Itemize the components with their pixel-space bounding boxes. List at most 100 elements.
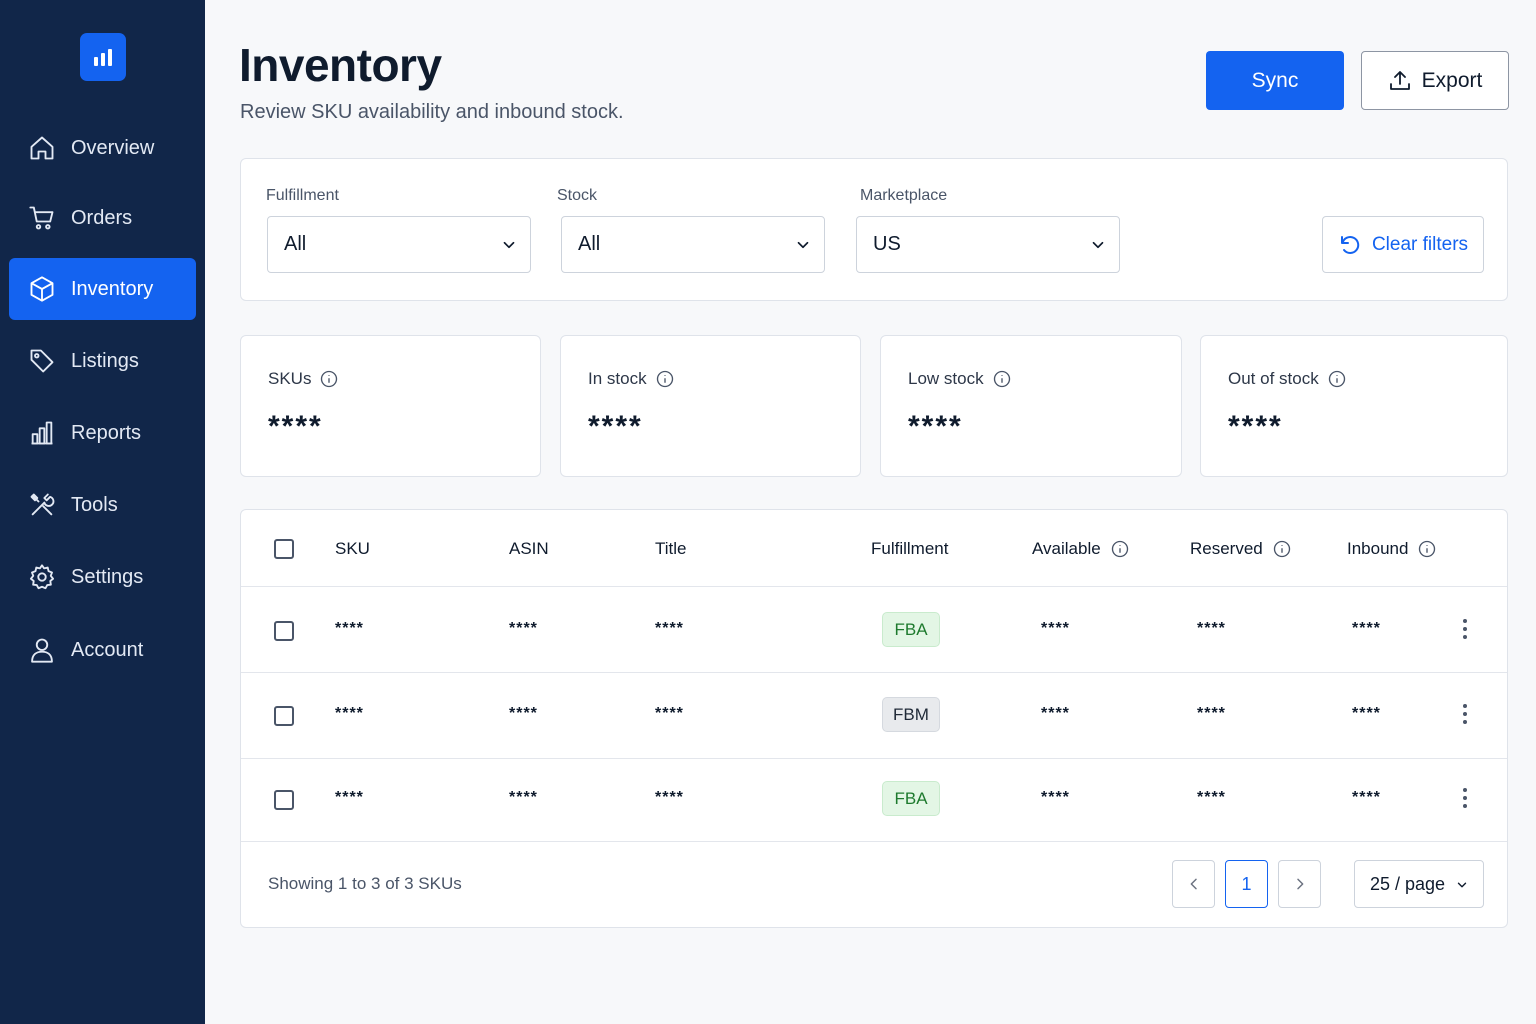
stat-value: **** — [588, 410, 643, 443]
cell-available: **** — [1041, 705, 1070, 722]
sidebar-item-label: Settings — [71, 565, 144, 588]
export-button[interactable]: Export — [1361, 51, 1509, 110]
chevron-down-icon — [503, 241, 515, 249]
stat-card-in-stock: In stock **** — [560, 335, 861, 477]
info-icon[interactable] — [656, 370, 674, 388]
stock-filter-label: Stock — [557, 187, 598, 204]
reset-icon — [1340, 235, 1360, 254]
chevron-down-icon — [1092, 241, 1104, 249]
column-header-sku[interactable]: SKU — [335, 539, 370, 559]
prev-page-button[interactable] — [1172, 860, 1215, 908]
cell-title: **** — [655, 620, 684, 637]
divider — [241, 758, 1507, 759]
sidebar-item-orders[interactable]: Orders — [9, 187, 196, 249]
cart-icon — [29, 206, 54, 230]
page-subtitle: Review SKU availability and inbound stoc… — [240, 101, 624, 123]
column-header-label: Title — [655, 539, 687, 558]
info-icon[interactable] — [993, 370, 1011, 388]
fulfillment-select[interactable]: All — [267, 216, 531, 273]
fulfillment-badge: FBM — [882, 697, 940, 732]
clear-filters-label: Clear filters — [1371, 233, 1469, 255]
stock-select[interactable]: All — [561, 216, 825, 273]
column-header-available[interactable]: Available — [1032, 539, 1129, 559]
next-page-button[interactable] — [1278, 860, 1321, 908]
marketplace-select[interactable]: US — [856, 216, 1120, 273]
info-icon[interactable] — [320, 370, 338, 388]
user-icon — [31, 638, 53, 663]
chevron-right-icon — [1296, 878, 1303, 890]
home-icon — [30, 136, 54, 160]
cell-title: **** — [655, 705, 684, 722]
row-actions-icon[interactable] — [1453, 614, 1477, 644]
divider — [241, 672, 1507, 673]
cell-reserved: **** — [1197, 789, 1226, 806]
sidebar-item-tools[interactable]: Tools — [9, 474, 196, 536]
inventory-table: SKU ASIN Title Fulfillment Available Res… — [240, 509, 1508, 928]
column-header-label: Fulfillment — [871, 539, 949, 558]
stat-card-skus: SKUs **** — [240, 335, 541, 477]
stat-label: Low stock — [908, 369, 1011, 389]
clear-filters-button[interactable]: Clear filters — [1322, 216, 1484, 273]
stat-value: **** — [908, 410, 963, 443]
export-button-label: Export — [1421, 68, 1483, 92]
page-button-current[interactable]: 1 — [1225, 860, 1268, 908]
cell-inbound: **** — [1352, 789, 1381, 806]
chevron-down-icon — [797, 241, 809, 249]
stat-label: Out of stock — [1228, 369, 1346, 389]
column-header-inbound[interactable]: Inbound — [1347, 539, 1436, 559]
column-header-label: ASIN — [509, 539, 549, 558]
cell-available: **** — [1041, 620, 1070, 637]
stat-label: SKUs — [268, 369, 338, 389]
app-logo[interactable] — [80, 33, 126, 81]
sidebar-item-label: Tools — [71, 493, 118, 516]
sidebar-item-overview[interactable]: Overview — [9, 117, 196, 179]
select-all-checkbox[interactable] — [274, 539, 294, 559]
sidebar-item-label: Overview — [71, 136, 155, 159]
sidebar-item-inventory[interactable]: Inventory — [9, 258, 196, 320]
stat-label-text: SKUs — [268, 369, 312, 388]
bar-chart-icon — [31, 421, 53, 445]
column-header-fulfillment[interactable]: Fulfillment — [871, 539, 948, 559]
sidebar: Overview Orders Inventory Listings Repor… — [0, 0, 205, 1024]
filter-panel: Fulfillment All Stock All Marketplace US… — [240, 158, 1508, 301]
column-header-label: Reserved — [1190, 539, 1263, 558]
cell-inbound: **** — [1352, 705, 1381, 722]
sidebar-item-settings[interactable]: Settings — [9, 546, 196, 608]
row-checkbox[interactable] — [274, 621, 294, 641]
column-header-reserved[interactable]: Reserved — [1190, 539, 1291, 559]
sidebar-item-account[interactable]: Account — [9, 619, 196, 681]
stat-label: In stock — [588, 369, 674, 389]
sidebar-item-listings[interactable]: Listings — [9, 330, 196, 392]
gear-icon — [29, 564, 55, 590]
stat-card-low-stock: Low stock **** — [880, 335, 1182, 477]
info-icon[interactable] — [1328, 370, 1346, 388]
row-checkbox[interactable] — [274, 790, 294, 810]
row-actions-icon[interactable] — [1453, 699, 1477, 729]
info-icon[interactable] — [1273, 540, 1291, 558]
cell-asin: **** — [509, 789, 538, 806]
fulfillment-filter-label: Fulfillment — [266, 187, 339, 204]
column-header-label: Inbound — [1347, 539, 1409, 558]
stat-label-text: Out of stock — [1228, 369, 1319, 388]
info-icon[interactable] — [1111, 540, 1129, 558]
cell-available: **** — [1041, 789, 1070, 806]
cell-reserved: **** — [1197, 620, 1226, 637]
column-header-label: Available — [1032, 539, 1101, 558]
page-size-value: 25 / page — [1370, 873, 1446, 894]
info-icon[interactable] — [1418, 540, 1436, 558]
stat-label-text: Low stock — [908, 369, 984, 388]
stat-card-out-of-stock: Out of stock **** — [1200, 335, 1508, 477]
tools-icon — [30, 493, 55, 516]
column-header-title[interactable]: Title — [655, 539, 687, 559]
row-checkbox[interactable] — [274, 706, 294, 726]
column-header-asin[interactable]: ASIN — [509, 539, 549, 559]
page-title: Inventory — [239, 39, 442, 91]
sidebar-item-reports[interactable]: Reports — [9, 402, 196, 464]
cell-sku: **** — [335, 705, 364, 722]
stat-label-text: In stock — [588, 369, 647, 388]
sidebar-item-label: Listings — [71, 349, 139, 372]
marketplace-filter-label: Marketplace — [860, 187, 948, 204]
row-actions-icon[interactable] — [1453, 783, 1477, 813]
page-size-select[interactable]: 25 / page — [1354, 860, 1484, 908]
sync-button[interactable]: Sync — [1206, 51, 1344, 110]
